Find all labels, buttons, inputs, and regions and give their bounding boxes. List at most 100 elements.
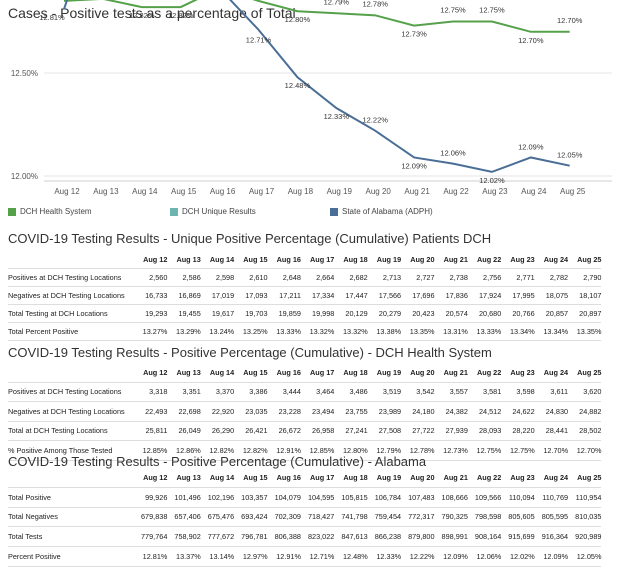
column-header: Aug 18 [334, 363, 368, 383]
table-cell: 12.22% [401, 546, 435, 567]
table-cell: 13.24% [200, 322, 235, 341]
table-row: Positives at DCH Testing Locations 2,560 2… [8, 268, 602, 287]
column-header: Aug 24 [534, 251, 569, 269]
column-header: Aug 18 [334, 251, 368, 269]
table-cell: 806,388 [267, 526, 301, 548]
column-header: Aug 15 [234, 468, 268, 488]
table-row: Total Percent Positive 13.27% 13.29% 13.24%… [8, 322, 602, 341]
column-header: Aug 25 [568, 363, 602, 383]
table-cell: 17,995 [501, 286, 535, 305]
table-row: Total Tests 779,764 758,902 777,672 796,781 8… [8, 526, 602, 548]
table-row: % Positive Among Those Tested 12.85% 12.86… [8, 440, 602, 461]
table-cell: 17,924 [467, 286, 502, 305]
table-cell: 2,682 [334, 268, 368, 287]
table-cell: 3,620 [568, 382, 602, 402]
table-header-row: Aug 12 Aug 13 Aug 14 Aug 15 Aug 16 Aug 17 Aug … [8, 468, 602, 488]
table-cell: 12.70% [534, 440, 569, 461]
table-row: Total Negatives 679,838 657,406 675,476 693,… [8, 507, 602, 528]
table-cell: 13.35% [568, 322, 602, 341]
table-cell: 798,598 [467, 507, 502, 528]
table-cell: 866,238 [367, 526, 402, 548]
table-cell: 3,370 [200, 382, 235, 402]
table-cell: 104,595 [300, 487, 335, 508]
table-cell: 13.25% [234, 322, 268, 341]
x-tick-label: Aug 13 [93, 187, 119, 196]
table-cell: 3,542 [401, 382, 435, 402]
table-cell: 27,939 [434, 421, 468, 441]
table-cell: 12.75% [467, 440, 502, 461]
data-label: 12.33% [324, 112, 350, 121]
y-tick-label: 12.50% [11, 69, 38, 78]
table-cell: 17,836 [434, 286, 468, 305]
table-cell: 12.97% [234, 546, 268, 567]
table-cell: 13.38% [367, 322, 402, 341]
table-cell: 28,093 [467, 421, 502, 441]
table-cell: 741,798 [334, 507, 368, 528]
table-cell: 23,035 [234, 401, 268, 422]
table-cell: 26,290 [200, 421, 235, 441]
column-header: Aug 17 [300, 468, 335, 488]
y-tick-label: 12.00% [11, 172, 38, 181]
table-alabama: Aug 12 Aug 13 Aug 14 Aug 15 Aug 16 Aug 17 Aug … [8, 468, 602, 567]
table-row: Total Testing at DCH Locations 19,293 19,4… [8, 304, 602, 323]
table-cell: 805,605 [501, 507, 535, 528]
table-cell: 20,897 [568, 304, 602, 323]
table-cell: 2,782 [534, 268, 569, 287]
table-cell: 12.79% [367, 440, 402, 461]
table-cell: 679,838 [134, 507, 168, 528]
table-cell: 104,079 [267, 487, 301, 508]
column-header: Aug 18 [334, 468, 368, 488]
table-cell: 702,309 [267, 507, 301, 528]
data-label: 12.09% [518, 142, 544, 151]
legend-swatch [8, 207, 16, 216]
table-cell: 2,756 [467, 268, 502, 287]
column-header: Aug 25 [568, 468, 602, 488]
table-cell: 24,622 [501, 401, 535, 422]
table-cell: 24,180 [401, 401, 435, 422]
legend-label: State of Alabama (ADPH) [342, 207, 433, 216]
table-cell: 109,566 [467, 487, 502, 508]
data-label: 12.70% [518, 36, 544, 45]
table-cell: 16,869 [167, 286, 201, 305]
data-label: 12.02% [479, 176, 505, 185]
table-cell: 3,351 [167, 382, 201, 402]
table-cell: 718,427 [300, 507, 335, 528]
table-title-unique-positive: COVID-19 Testing Results - Unique Positi… [8, 231, 492, 246]
column-header: Aug 16 [267, 468, 301, 488]
table-cell: 675,476 [200, 507, 235, 528]
table-unique-positive: Aug 12 Aug 13 Aug 14 Aug 15 Aug 16 Aug 17 Aug … [8, 251, 602, 341]
data-label: 12.70% [557, 16, 583, 25]
table-cell: 916,364 [534, 526, 569, 548]
table-cell: 12.48% [334, 546, 368, 567]
table-cell: 17,696 [401, 286, 435, 305]
table-cell: 26,049 [167, 421, 201, 441]
table-cell: 24,882 [568, 401, 602, 422]
table-cell: 19,998 [300, 304, 335, 323]
table-cell: 19,859 [267, 304, 301, 323]
table-cell: 12.78% [401, 440, 435, 461]
table-cell: 3,386 [234, 382, 268, 402]
row-label: Percent Positive [8, 546, 134, 567]
table-cell: 3,598 [501, 382, 535, 402]
column-header: Aug 17 [300, 251, 335, 269]
legend-item-dch-unique-results: DCH Unique Results [170, 207, 256, 216]
x-tick-label: Aug 23 [482, 187, 508, 196]
data-label: 12.80% [285, 15, 311, 24]
column-header: Aug 19 [367, 251, 402, 269]
table-cell: 27,722 [401, 421, 435, 441]
table-cell: 13.27% [134, 322, 168, 341]
table-cell: 12.73% [434, 440, 468, 461]
column-header: Aug 12 [134, 363, 168, 383]
data-label: 12.73% [401, 30, 427, 39]
table-cell: 2,738 [434, 268, 468, 287]
table-cell: 12.85% [300, 440, 335, 461]
table-cell: 23,228 [267, 401, 301, 422]
table-cell: 772,317 [401, 507, 435, 528]
data-label: 12.06% [440, 149, 466, 158]
table-cell: 110,094 [501, 487, 535, 508]
column-header: Aug 24 [534, 363, 569, 383]
table-cell: 2,648 [267, 268, 301, 287]
table-cell: 13.35% [401, 322, 435, 341]
table-cell: 3,581 [467, 382, 502, 402]
data-label: 12.75% [440, 6, 466, 15]
